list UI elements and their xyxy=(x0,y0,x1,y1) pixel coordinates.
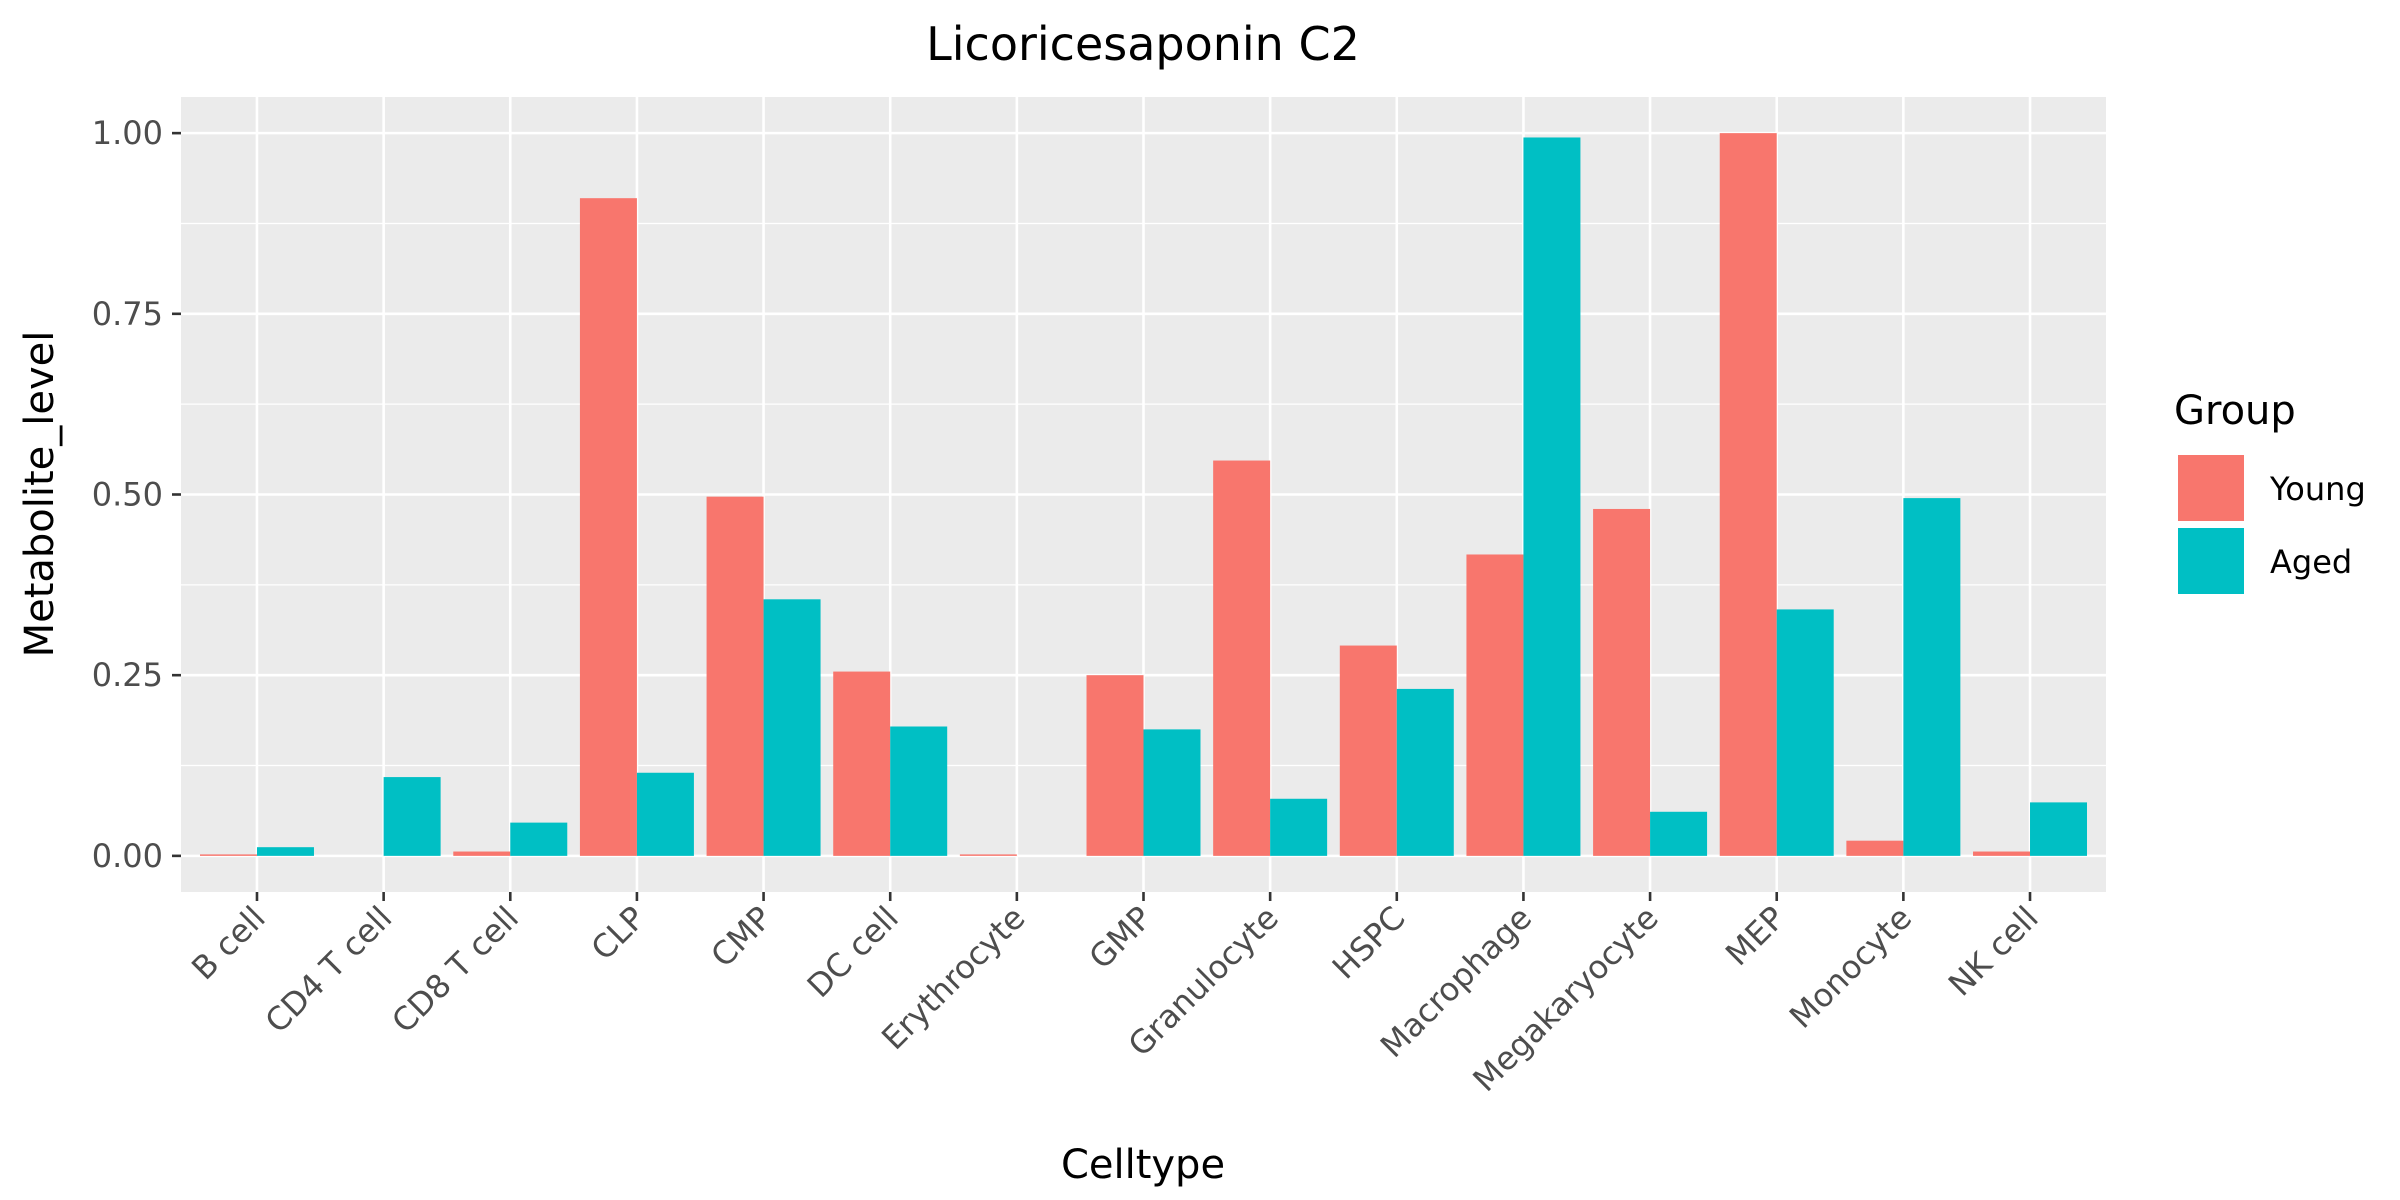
bar-young-nk-cell xyxy=(1973,851,2031,856)
bar-aged-cmp xyxy=(763,599,821,856)
y-tick-label: 0.25 xyxy=(92,656,163,694)
y-tick-label: 0.50 xyxy=(92,476,163,514)
legend-key-young xyxy=(2178,455,2244,521)
bar-aged-clp xyxy=(636,772,694,856)
bar-aged-cd8-t-cell xyxy=(510,822,568,856)
x-tick-label: B cell xyxy=(184,899,273,988)
x-tick-label: HSPC xyxy=(1325,899,1413,987)
bar-young-granulocyte xyxy=(1213,460,1271,856)
chart-title: Licoricesaponin C2 xyxy=(926,17,1360,71)
x-tick-label: MEP xyxy=(1718,899,1792,973)
bar-young-dc-cell xyxy=(833,671,891,856)
y-axis: 0.00 0.25 0.50 0.75 1.00 xyxy=(92,114,181,875)
bar-aged-hspc xyxy=(1396,688,1454,856)
bar-young-gmp xyxy=(1086,675,1144,856)
x-tick-label: CD4 T cell xyxy=(258,899,400,1041)
bar-young-megakaryocyte xyxy=(1593,508,1651,856)
x-tick-label: CLP xyxy=(584,899,653,968)
y-tick-label: 0.75 xyxy=(92,295,163,333)
y-tick-label: 0.00 xyxy=(92,837,163,875)
bar-aged-mep xyxy=(1776,609,1834,856)
x-tick-label: Monocyte xyxy=(1782,899,1919,1036)
bar-young-cd8-t-cell xyxy=(453,851,511,856)
x-tick-label: CMP xyxy=(703,899,779,975)
bars xyxy=(199,133,2088,856)
bar-aged-b-cell xyxy=(256,847,314,856)
bar-young-macrophage xyxy=(1466,554,1524,856)
bar-aged-gmp xyxy=(1143,729,1201,856)
x-tick-label: CD8 T cell xyxy=(384,899,526,1041)
bar-young-mep xyxy=(1719,133,1777,856)
x-tick-label: GMP xyxy=(1082,899,1160,977)
bar-aged-monocyte xyxy=(1903,498,1961,856)
legend-key-aged xyxy=(2178,528,2244,594)
bar-young-clp xyxy=(579,198,637,856)
legend-label-aged: Aged xyxy=(2270,543,2352,581)
bar-aged-nk-cell xyxy=(2030,802,2088,856)
bar-young-cmp xyxy=(706,496,764,856)
bar-aged-cd4-t-cell xyxy=(383,777,441,856)
x-tick-label: NK cell xyxy=(1941,899,2046,1004)
bar-aged-megakaryocyte xyxy=(1650,811,1708,856)
bar-aged-granulocyte xyxy=(1270,798,1328,856)
bar-young-hspc xyxy=(1339,645,1397,856)
bar-young-erythrocyte xyxy=(959,854,1017,856)
x-tick-label: DC cell xyxy=(800,899,906,1005)
bar-young-monocyte xyxy=(1846,840,1904,856)
y-tick-label: 1.00 xyxy=(92,114,163,152)
legend-label-young: Young xyxy=(2269,470,2366,508)
legend: Group Young Aged xyxy=(2174,388,2366,594)
legend-title: Group xyxy=(2174,388,2296,434)
bar-young-b-cell xyxy=(199,854,257,856)
y-axis-title: Metabolite_level xyxy=(17,331,63,658)
bar-aged-dc-cell xyxy=(890,726,948,856)
bar-aged-macrophage xyxy=(1523,137,1581,856)
x-axis-title: Celltype xyxy=(1061,1142,1225,1188)
